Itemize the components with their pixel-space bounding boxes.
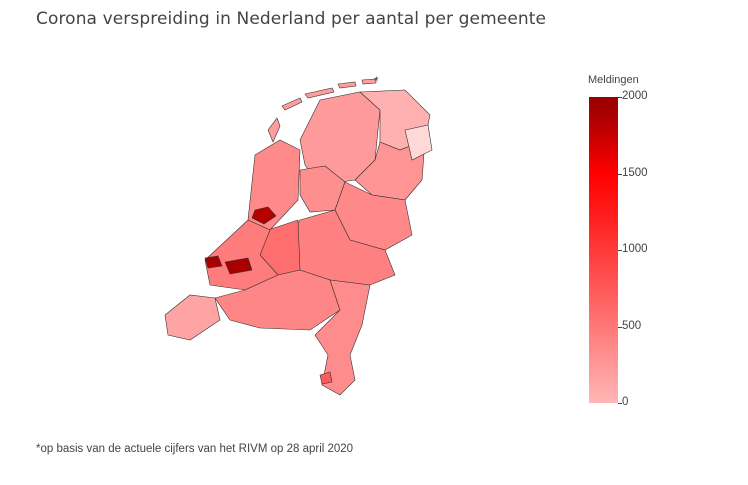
footnote: *op basis van de actuele cijfers van het… xyxy=(36,443,354,455)
island-schiermonnikoog[interactable] xyxy=(361,78,377,85)
colorbar-tickmark-1500 xyxy=(618,174,622,175)
colorbar-tick-1500: 1500 xyxy=(622,167,648,179)
municipality-light-east[interactable] xyxy=(404,124,433,161)
region-den-haag[interactable] xyxy=(204,255,223,269)
netherlands-choropleth-map[interactable] xyxy=(150,70,450,405)
region-amsterdam[interactable] xyxy=(251,206,277,225)
asterisk-note: * xyxy=(374,74,379,88)
province-limburg[interactable] xyxy=(314,279,371,396)
colorbar-tickmark-2000 xyxy=(618,97,622,98)
colorbar-tickmark-500 xyxy=(618,327,622,328)
chart-title: Corona verspreiding in Nederland per aan… xyxy=(36,9,547,29)
colorbar-tick-0: 0 xyxy=(622,396,629,408)
province-zuid-holland[interactable] xyxy=(204,219,279,291)
region-rotterdam[interactable] xyxy=(224,257,253,275)
colorbar-tickmark-0 xyxy=(618,403,622,404)
province-zeeland[interactable] xyxy=(164,294,221,341)
colorbar-title: Meldingen xyxy=(588,74,639,86)
island-ameland[interactable] xyxy=(337,81,357,89)
colorbar-tick-1000: 1000 xyxy=(622,243,648,255)
colorbar-tickmark-1000 xyxy=(618,250,622,251)
island-vlieland[interactable] xyxy=(281,97,303,111)
colorbar-tick-500: 500 xyxy=(622,320,642,332)
island-texel[interactable] xyxy=(267,117,281,143)
region-maastricht[interactable] xyxy=(319,371,333,385)
colorbar-tick-2000: 2000 xyxy=(622,90,648,102)
province-drenthe[interactable] xyxy=(354,139,426,201)
island-terschelling[interactable] xyxy=(304,87,335,99)
colorbar xyxy=(589,97,618,403)
